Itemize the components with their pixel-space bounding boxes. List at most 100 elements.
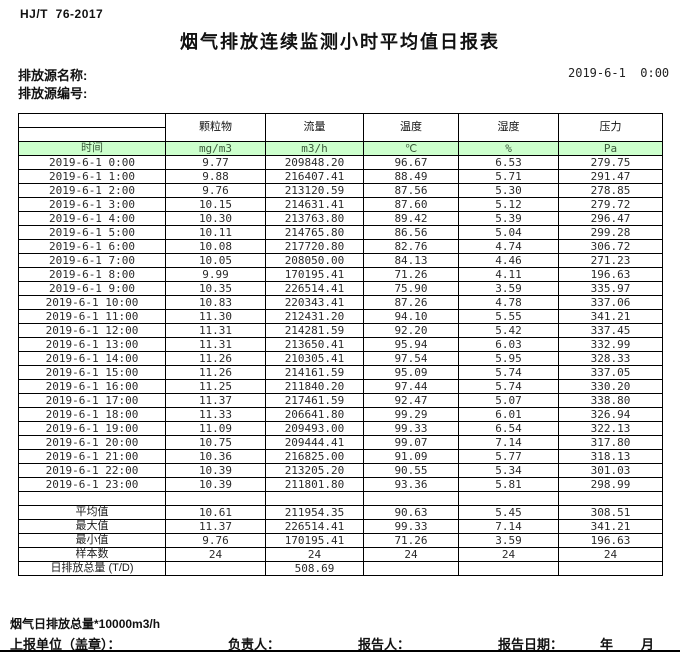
time-cell: 2019-6-1 14:00 [18,351,166,366]
time-cell: 2019-6-1 12:00 [18,323,166,338]
time-header-cell: 时间 [18,141,166,156]
value-cell: 5.74 [458,365,559,380]
summary-label-cell: 最小值 [18,533,166,548]
value-cell: 278.85 [558,183,663,198]
time-cell: 2019-6-1 3:00 [18,197,166,212]
value-cell: 214765.80 [265,225,364,240]
value-cell: 11.37 [165,519,266,534]
param-header-pressure: 压力 [558,113,663,142]
value-cell: 213205.20 [265,463,364,478]
value-cell: 296.47 [558,211,663,226]
report-datetime: 2019-6-1 0:00 [568,66,670,80]
param-header-flow: 流量 [265,113,364,142]
value-cell: 6.54 [458,421,559,436]
value-cell: 299.28 [558,225,663,240]
table-row: 2019-6-1 3:00 10.15 214631.41 87.60 5.12 279.… [18,197,663,212]
value-cell: 10.08 [165,239,266,254]
value-cell: 95.09 [363,365,459,380]
value-cell: 93.36 [363,477,459,492]
table-row: 2019-6-1 11:00 11.30 212431.20 94.10 5.55 341… [18,309,663,324]
value-cell: 87.56 [363,183,459,198]
corner-cell-top [18,113,166,128]
time-cell: 2019-6-1 22:00 [18,463,166,478]
value-cell: 99.33 [363,519,459,534]
value-cell: 211840.20 [265,379,364,394]
page-title: 烟气排放连续监测小时平均值日报表 [180,32,500,52]
value-cell: 87.26 [363,295,459,310]
value-cell: 10.39 [165,477,266,492]
value-cell: 10.11 [165,225,266,240]
value-cell: 71.26 [363,533,459,548]
unit-cell-flow: m3/h [265,141,364,156]
report-unit-label: 上报单位（盖章）： [10,637,121,652]
value-cell: 214161.59 [265,365,364,380]
value-cell: 11.37 [165,393,266,408]
value-cell: 317.80 [558,435,663,450]
table-row: 2019-6-1 12:00 11.31 214281.59 92.20 5.42 337… [18,323,663,338]
value-cell: 7.14 [458,435,559,450]
time-cell: 2019-6-1 0:00 [18,155,166,170]
value-cell: 97.54 [363,351,459,366]
value-cell: 5.42 [458,323,559,338]
time-cell: 2019-6-1 21:00 [18,449,166,464]
value-cell: 89.42 [363,211,459,226]
value-cell: 337.06 [558,295,663,310]
table-row: 2019-6-1 8:00 9.99 170195.41 71.26 4.11 196.6… [18,267,663,282]
summary-rows-section: 平均值 10.61 211954.35 90.63 5.45 308.51 最大值 11.37… [18,505,663,576]
value-cell: 279.72 [558,197,663,212]
value-cell: 10.83 [165,295,266,310]
time-cell: 2019-6-1 5:00 [18,225,166,240]
value-cell: 99.29 [363,407,459,422]
value-cell: 5.55 [458,309,559,324]
summary-row: 样本数 24 24 24 24 24 [18,547,663,562]
value-cell: 170195.41 [265,533,364,548]
value-cell: 9.76 [165,183,266,198]
value-cell: 97.44 [363,379,459,394]
value-cell: 87.60 [363,197,459,212]
value-cell: 211954.35 [265,505,364,520]
value-cell: 90.63 [363,505,459,520]
header-section: 颗粒物 流量 温度 湿度 压力 时间 mg/m3 m3/h ℃ % Pa [18,113,663,156]
source-name-label: 排放源名称: [18,68,88,83]
time-cell: 2019-6-1 8:00 [18,267,166,282]
table-row: 2019-6-1 10:00 10.83 220343.41 87.26 4.78 337… [18,295,663,310]
value-cell: 6.53 [458,155,559,170]
value-cell: 213763.80 [265,211,364,226]
table-row: 2019-6-1 18:00 11.33 206641.80 99.29 6.01 326… [18,407,663,422]
value-cell: 24 [265,547,364,562]
value-cell: 10.30 [165,211,266,226]
value-cell: 10.15 [165,197,266,212]
month-label: 月 [641,637,655,652]
value-cell: 5.39 [458,211,559,226]
empty-cell [458,491,559,506]
value-cell: 9.88 [165,169,266,184]
value-cell: 170195.41 [265,267,364,282]
table-row: 2019-6-1 21:00 10.36 216825.00 91.09 5.77 318… [18,449,663,464]
corner-cell-bottom [18,127,166,142]
table-row: 2019-6-1 15:00 11.26 214161.59 95.09 5.74 337… [18,365,663,380]
value-cell: 196.63 [558,533,663,548]
value-cell: 209493.00 [265,421,364,436]
value-cell: 214281.59 [265,323,364,338]
table-row: 2019-6-1 19:00 11.09 209493.00 99.33 6.54 322… [18,421,663,436]
value-cell: 91.09 [363,449,459,464]
value-cell: 220343.41 [265,295,364,310]
units-row: 时间 mg/m3 m3/h ℃ % Pa [18,141,663,156]
value-cell: 24 [165,547,266,562]
time-cell: 2019-6-1 6:00 [18,239,166,254]
value-cell: 318.13 [558,449,663,464]
summary-row: 最小值 9.76 170195.41 71.26 3.59 196.63 [18,533,663,548]
value-cell: 9.99 [165,267,266,282]
monitoring-table: 颗粒物 流量 温度 湿度 压力 时间 mg/m3 m3/h ℃ % Pa 201… [18,113,663,576]
value-cell: 341.21 [558,309,663,324]
value-cell: 332.99 [558,337,663,352]
time-cell: 2019-6-1 20:00 [18,435,166,450]
value-cell: 337.45 [558,323,663,338]
value-cell: 213650.41 [265,337,364,352]
value-cell: 71.26 [363,267,459,282]
value-cell: 5.74 [458,379,559,394]
empty-cell [363,491,459,506]
spacer-row [18,491,663,506]
summary-row: 日排放总量 (T/D) 508.69 [18,561,663,576]
